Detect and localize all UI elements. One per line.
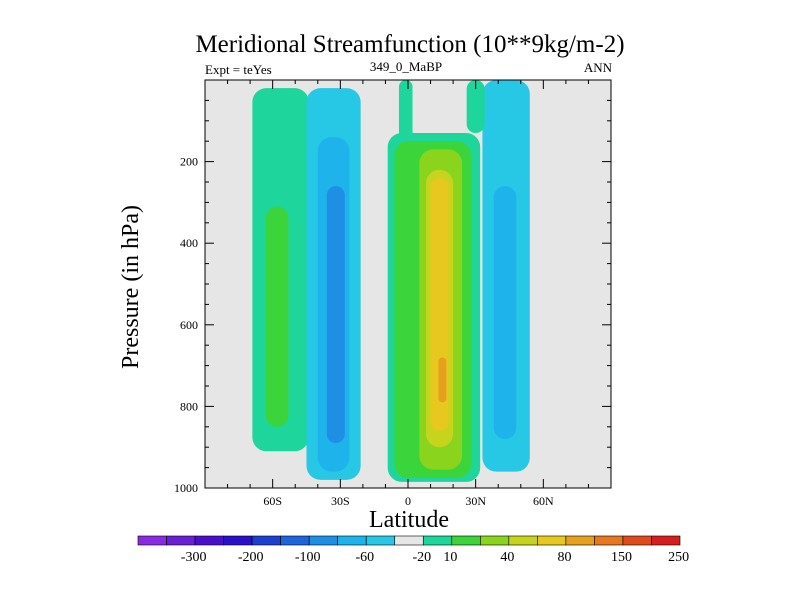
x-tick-label: 60S xyxy=(263,494,282,508)
colorbar-swatch xyxy=(622,535,652,546)
colorbar: -300 -200 -100 -60 -20 10 40 80 150 250 xyxy=(137,535,689,565)
contour-fill-layer xyxy=(252,80,530,482)
colorbar-swatch xyxy=(480,535,510,546)
colorbar-swatch xyxy=(166,535,196,546)
colorbar-swatch xyxy=(280,535,310,546)
colorbar-swatch xyxy=(137,535,167,546)
colorbar-swatch xyxy=(537,535,567,546)
colorbar-swatch xyxy=(508,535,538,546)
colorbar-swatch xyxy=(223,535,253,546)
colorbar-label: -20 xyxy=(413,550,432,565)
colorbar-swatch xyxy=(651,535,681,546)
colorbar-swatch xyxy=(251,535,281,546)
x-axis: 60S 30S 0 30N 60N xyxy=(227,80,589,508)
y-axis: 200 400 600 800 1000 xyxy=(174,99,611,495)
colorbar-swatch xyxy=(365,535,396,546)
colorbar-swatch xyxy=(308,535,338,546)
x-tick-label: 30S xyxy=(331,494,350,508)
contour-sh-ferrel-cell-core xyxy=(326,186,345,444)
contour-nh-polar-cell xyxy=(466,80,485,134)
x-tick-label: 0 xyxy=(405,494,411,508)
colorbar-swatch xyxy=(451,535,481,546)
x-axis-title: Latitude xyxy=(369,507,449,533)
colorbar-label: 250 xyxy=(668,550,689,565)
colorbar-swatch xyxy=(394,535,424,546)
subtitle-center: 349_0_MaBP xyxy=(370,59,442,74)
contour-nh-ferrel-cell-core xyxy=(493,186,517,440)
colorbar-label: -100 xyxy=(295,550,321,565)
y-tick-label: 800 xyxy=(180,399,198,413)
colorbar-swatch xyxy=(422,535,453,546)
y-tick-label: 400 xyxy=(180,236,198,250)
chart-title: Meridional Streamfunction (10**9kg/m-2) xyxy=(195,31,624,58)
colorbar-swatch xyxy=(194,535,224,546)
y-tick-label: 200 xyxy=(180,155,198,169)
colorbar-label: 40 xyxy=(500,550,514,565)
subtitle-right: ANN xyxy=(584,60,613,75)
y-axis-title: Pressure (in hPa) xyxy=(118,205,144,369)
x-tick-label: 60N xyxy=(533,494,554,508)
colorbar-label: 80 xyxy=(557,550,571,565)
x-tick-label: 30N xyxy=(465,494,486,508)
colorbar-label: -200 xyxy=(238,550,264,565)
contour-hadley-cell-peak xyxy=(438,357,447,403)
subtitle-left: Expt = teYes xyxy=(205,62,272,77)
colorbar-label: 150 xyxy=(611,550,632,565)
y-tick-label: 600 xyxy=(180,318,198,332)
colorbar-label: -300 xyxy=(181,550,207,565)
colorbar-label: 10 xyxy=(443,550,457,565)
colorbar-swatch xyxy=(565,535,595,546)
colorbar-label: -60 xyxy=(355,550,374,565)
y-tick-label: 1000 xyxy=(174,481,198,495)
colorbar-swatch xyxy=(594,535,624,546)
contour-sh-polar-cell-core xyxy=(265,206,289,427)
colorbar-swatch xyxy=(337,535,367,546)
